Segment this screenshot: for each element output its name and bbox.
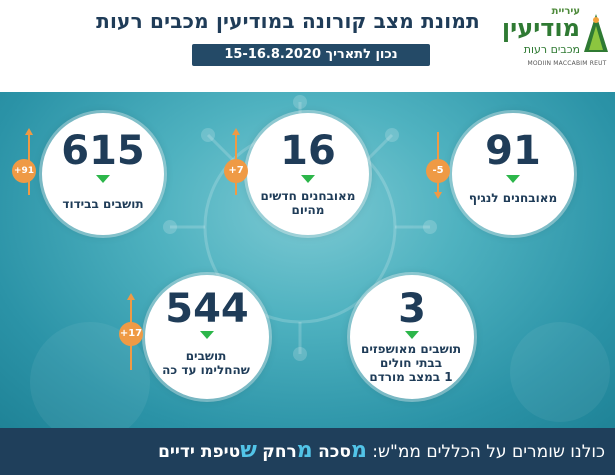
word3-letter: ש bbox=[240, 438, 257, 463]
down-triangle-icon bbox=[200, 331, 214, 339]
down-triangle-icon bbox=[506, 175, 520, 183]
stat-card-hospitalized: 3 תושבים מאושפזים בבתי חולים 1 במצב מורד… bbox=[350, 275, 474, 399]
stat-value: 16 bbox=[280, 128, 336, 174]
stat-label: מאובחנים לנגיף bbox=[468, 191, 558, 205]
word3-rest: טיפת ידיים bbox=[158, 442, 241, 462]
stat-card-diagnosed: 91 מאובחנים לנגיף bbox=[452, 113, 574, 235]
stat-label: תושבים מאושפזים בבתי חולים 1 במצב מורדם bbox=[360, 342, 462, 384]
stat-value: 544 bbox=[165, 286, 249, 332]
arrow-up-icon bbox=[25, 128, 33, 135]
virus-background-icon bbox=[30, 95, 610, 428]
page-title: תמונת מצב קורונה במודיעין מכבים רעות bbox=[96, 9, 480, 33]
change-badge: +7 bbox=[224, 159, 248, 183]
word1-rest: סכה bbox=[318, 442, 351, 462]
word2-rest: רחק bbox=[262, 442, 297, 462]
logo-top-text: עיריית bbox=[551, 6, 580, 17]
down-triangle-icon bbox=[405, 331, 419, 339]
stat-value: 615 bbox=[61, 128, 145, 174]
change-badge: +17 bbox=[119, 322, 143, 346]
stat-value: 91 bbox=[485, 128, 541, 174]
date-banner: נכון לתאריך 15-16.8.2020 bbox=[192, 44, 430, 66]
word2-letter: מ bbox=[296, 438, 313, 463]
logo-mark-icon bbox=[584, 14, 608, 52]
down-triangle-icon bbox=[301, 175, 315, 183]
arrow-down-icon bbox=[434, 192, 442, 199]
arrow-up-icon bbox=[127, 293, 135, 300]
stat-label: מאובחנים חדשים מהיום bbox=[260, 189, 356, 217]
down-triangle-icon bbox=[96, 175, 110, 183]
footer-prefix: כולנו שומרים על הכללים ממ"ש: bbox=[372, 442, 605, 462]
stat-value: 3 bbox=[398, 286, 426, 332]
date-text: נכון לתאריך 15-16.8.2020 bbox=[224, 47, 398, 62]
arrow-up-icon bbox=[232, 128, 240, 135]
logo-english-text: MODIIN MACCABIM REUT bbox=[527, 60, 607, 67]
stat-card-isolation: 615 תושבים בבידוד bbox=[42, 113, 164, 235]
city-logo: עיריית מודיעין מכבים רעות MODIIN MACCABI… bbox=[502, 6, 610, 74]
stat-card-recovered: 544 תושבים שהחלימו עד כה bbox=[145, 275, 269, 399]
logo-sub-text: מכבים רעות bbox=[523, 43, 580, 56]
stat-label: תושבים בבידוד bbox=[62, 197, 144, 211]
logo-main-text: מודיעין bbox=[501, 14, 580, 42]
footer-slogan: כולנו שומרים על הכללים ממ"ש: מסכה מרחק ש… bbox=[5, 435, 605, 467]
word1-letter: מ bbox=[350, 438, 367, 463]
stat-card-new-cases: 16 מאובחנים חדשים מהיום bbox=[247, 113, 369, 235]
change-badge: -5 bbox=[426, 159, 450, 183]
footer-banner: כולנו שומרים על הכללים ממ"ש: מסכה מרחק ש… bbox=[0, 428, 615, 475]
header: תמונת מצב קורונה במודיעין מכבים רעות נכו… bbox=[0, 0, 615, 92]
stat-label: תושבים שהחלימו עד כה bbox=[162, 349, 250, 377]
change-badge: +91 bbox=[12, 159, 36, 183]
